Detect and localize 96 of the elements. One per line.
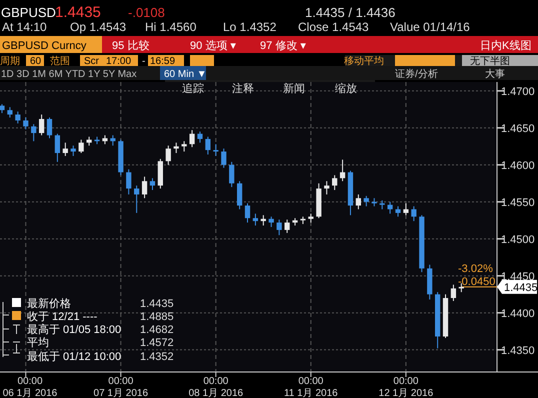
candlestick: [221, 148, 226, 168]
text: 1D 3D 1M 6M YTD 1Y 5Y Max: [1, 69, 137, 80]
y-tick-label: 1.4500: [501, 234, 535, 246]
text: GBPUSD Curncy: [2, 40, 87, 52]
text: 97 修改 ▾: [260, 40, 306, 52]
candlestick: [54, 133, 60, 162]
candlestick: [229, 161, 234, 188]
annotation: 注释: [232, 82, 254, 95]
y-tick-label: 1.4550: [501, 196, 535, 209]
candlestick: [150, 178, 156, 191]
candlestick: [332, 174, 338, 191]
annotation: 1.4435: [140, 298, 174, 310]
candlestick: [324, 180, 330, 195]
text: 证券/分析: [395, 68, 438, 80]
candlestick: [78, 139, 84, 154]
candlestick: [356, 194, 361, 210]
candlestick: [142, 176, 148, 199]
annotation: 缩放: [335, 82, 357, 95]
candlestick: [174, 142, 179, 154]
text: 60: [30, 56, 42, 67]
text: 95 比较: [112, 39, 150, 52]
ref-line-label: 1.4435: [504, 282, 538, 294]
candlestick: [197, 131, 203, 144]
candlestick: [205, 136, 211, 155]
y-tick-label: 1.4700: [501, 86, 535, 98]
text: 16:59: [150, 56, 176, 67]
text: -.0108: [128, 5, 165, 20]
candlestick: [126, 168, 132, 195]
annotation: 追踪: [182, 82, 204, 95]
candlestick: [450, 284, 456, 302]
text: 日内K线图: [480, 39, 532, 52]
annotation: 最新价格: [27, 297, 71, 310]
x-tick-label: 00:00 12 1月 2016: [378, 376, 434, 398]
annotation: 最低于 01/12 10:00: [27, 351, 122, 363]
annotation: 新闻: [283, 82, 305, 95]
y-tick-label: 1.4350: [501, 344, 535, 357]
text: 大事: [485, 68, 505, 80]
y-tick-label: 1.4600: [501, 160, 535, 172]
candlestick: [166, 145, 171, 166]
candlestick: [268, 216, 274, 228]
y-tick-label: 1.4650: [501, 122, 535, 135]
candlestick: [403, 202, 409, 216]
text: 范围: [50, 55, 70, 67]
chart-title: GBPUSD: [1, 5, 56, 20]
x-tick-label: 00:00 11 1月 2016: [284, 376, 338, 398]
text: Scr: [84, 56, 100, 67]
annotation: 最高于 01/05 18:00: [27, 323, 122, 336]
text: 1.4435: [55, 4, 101, 21]
text: 移动平均: [344, 55, 384, 67]
candlestick: [244, 202, 250, 224]
text: 60 Min ▼: [164, 69, 207, 80]
candlestick: [15, 111, 20, 124]
candlestick: [276, 219, 282, 236]
annotation: 平均: [27, 337, 49, 349]
x-tick-label: 00:00 08 1月 2016: [188, 376, 244, 398]
text: 周期: [0, 55, 20, 67]
annotation: -3.02%: [458, 263, 494, 275]
candlestick: [110, 134, 116, 146]
candlestick: [284, 219, 290, 234]
text: 1.4435 / 1.4436: [305, 5, 396, 20]
candlestick: [236, 180, 242, 210]
candlestick: [252, 213, 258, 226]
candlestick: [364, 195, 369, 207]
candlestick: [70, 145, 76, 156]
candlestick: [189, 130, 195, 148]
x-tick-label: 00:00 07 1月 2016: [94, 376, 148, 398]
text: At 14:10: [2, 20, 48, 34]
annotation: 1.4682: [140, 324, 174, 336]
x-tick-label: 00:00 06 1月 2016: [2, 376, 58, 398]
candlestick: [46, 117, 52, 139]
annotation: -0.0450: [458, 276, 496, 288]
candlestick: [38, 114, 44, 136]
candlestick: [411, 206, 416, 222]
text: 17:00: [106, 56, 132, 67]
candlestick: [395, 206, 401, 218]
y-tick-label: 1.4450: [501, 270, 535, 283]
candlestick: [7, 106, 12, 118]
annotation: 1.4885: [140, 311, 174, 323]
candlestick: [23, 117, 28, 130]
candlestick: [62, 142, 68, 156]
candlestick: [134, 185, 140, 214]
text: Op 1.4543: [70, 20, 126, 34]
y-tick-label: 1.4400: [501, 308, 535, 320]
text: Close 1.4543: [298, 20, 370, 34]
text: -: [142, 56, 146, 67]
candlestick: [31, 124, 36, 142]
annotation: 1.4572: [140, 337, 174, 349]
text: Lo 1.4352: [223, 20, 277, 34]
candlestick: [182, 140, 187, 152]
text: Hi 1.4560: [145, 20, 197, 34]
text: 无下半图: [470, 55, 510, 67]
text: 90 选项 ▾: [190, 39, 236, 52]
annotation: 收于 12/21 ----: [27, 311, 98, 323]
text: Value 01/14/16: [390, 20, 470, 34]
candlestick: [213, 144, 218, 156]
annotation: 1.4352: [140, 351, 174, 363]
